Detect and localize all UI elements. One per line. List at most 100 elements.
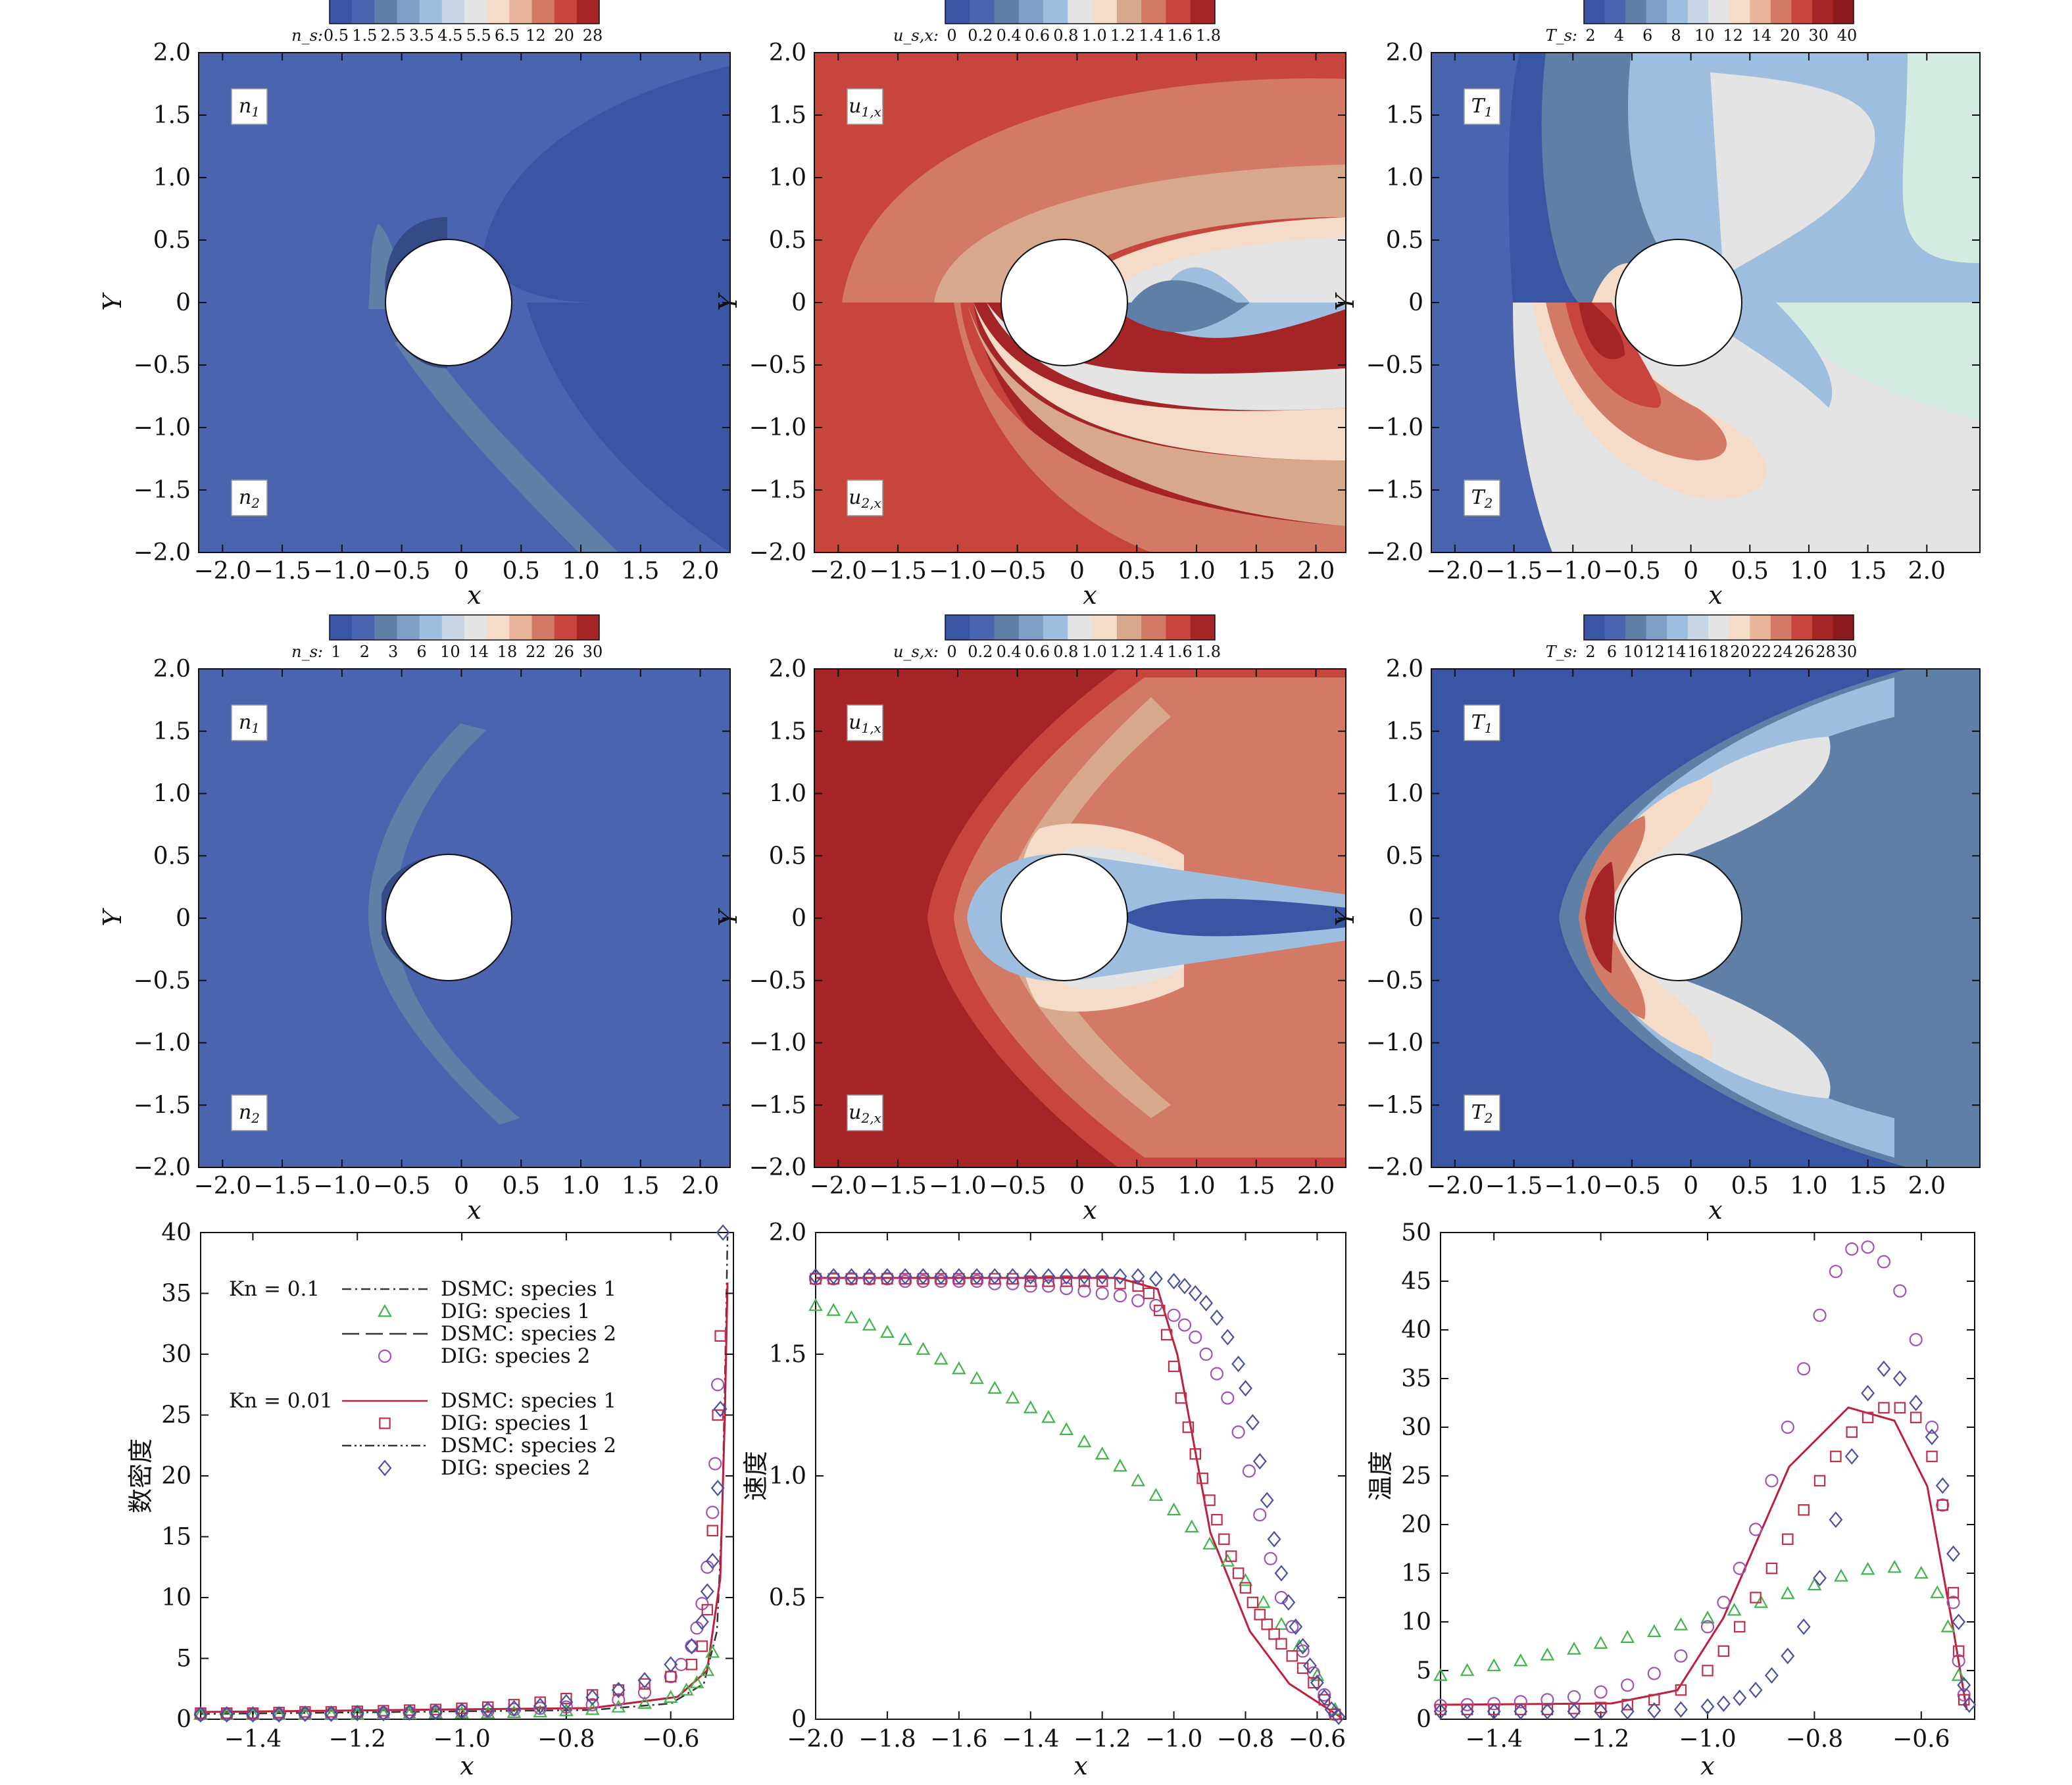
y-tick-label: −1.5: [749, 477, 806, 504]
circle-marker: [1131, 1294, 1145, 1308]
x-tick-label: 0.5: [1118, 558, 1156, 585]
diamond-marker: [533, 1698, 547, 1715]
diamond-marker: [1861, 1384, 1875, 1402]
diamond-marker: [1716, 1695, 1731, 1712]
y-tick-label: −2.0: [1366, 1154, 1423, 1181]
colorbar-tick-label: 2: [360, 643, 370, 661]
y-tick-label: 40: [161, 1219, 191, 1246]
triangle-marker: [951, 1361, 966, 1375]
y-axis-label: 速度: [741, 1451, 770, 1501]
colorbar-swatch: [1833, 0, 1854, 24]
diamond-marker: [1514, 1703, 1528, 1720]
colorbar-swatch: [352, 0, 375, 24]
y-tick-label: 1.0: [1386, 781, 1423, 808]
y-tick-label: 2.0: [769, 39, 806, 66]
colorbar-velocity-kn01: u_s,x: 0 0.2 0.4 0.6 0.8 1.0 1.2 1.4 1.6 1.8: [893, 0, 1221, 45]
legend-label: DSMC: species 1: [441, 1277, 616, 1301]
triangle-marker: [700, 1663, 715, 1676]
circle-marker: [1177, 1318, 1192, 1332]
colorbar-tick-label: 6: [1642, 26, 1652, 45]
colorbar-swatch: [1116, 615, 1142, 640]
colorbar-swatch: [464, 0, 487, 24]
colorbar-swatch: [397, 615, 420, 640]
circle-marker: [1006, 1277, 1020, 1290]
y-tick-label: 0: [176, 1706, 191, 1733]
diamond-marker: [1199, 1294, 1214, 1311]
triangle-marker: [193, 1707, 208, 1720]
colorbar-tick-label: 24: [1773, 643, 1793, 661]
colorbar-tick-label: 14: [1752, 26, 1772, 45]
circle-marker: [1041, 1279, 1056, 1293]
triangle-marker: [916, 1342, 931, 1355]
square-marker: [1189, 1448, 1202, 1460]
x-tick-label: 2.0: [1908, 558, 1946, 585]
y-tick-label: −0.5: [1366, 352, 1423, 379]
triangle-marker: [1780, 1586, 1795, 1600]
square-marker: [1894, 1402, 1906, 1414]
colorbar-tick-label: 1.2: [1110, 643, 1135, 661]
colorbar-swatch: [330, 615, 353, 640]
diamond-marker: [1281, 1594, 1296, 1611]
triangle-marker: [1041, 1409, 1056, 1423]
triangle-marker: [1620, 1630, 1635, 1643]
square-marker: [1143, 1287, 1155, 1300]
colorbar-swatch: [1646, 0, 1667, 24]
circle-marker: [1253, 1508, 1267, 1522]
triangle-marker: [1860, 1561, 1875, 1575]
triangle-marker: [1005, 1390, 1020, 1404]
diamond-marker: [1331, 1708, 1346, 1725]
x-tick-label: 0.5: [503, 558, 540, 585]
square-marker: [1254, 1609, 1266, 1621]
circle-marker: [711, 1378, 725, 1392]
diamond-marker: [1796, 1618, 1811, 1635]
colorbar-swatch: [945, 0, 970, 24]
colorbar-swatch: [330, 0, 353, 24]
colorbar-swatch: [1166, 615, 1191, 640]
diamond-marker: [1260, 1492, 1274, 1509]
colorbar-tick-label: 2.5: [381, 26, 406, 45]
triangle-marker: [826, 1303, 841, 1316]
y-tick-label: 1.0: [1386, 164, 1423, 191]
circle-marker: [1813, 1308, 1827, 1322]
y-tick-label: 30: [1401, 1414, 1431, 1441]
top-species-label: u1,x: [849, 95, 881, 120]
colorbar-swatch: [1791, 615, 1813, 640]
colorbar-tick-label: 10: [1623, 643, 1644, 661]
colorbar-swatch: [1667, 615, 1689, 640]
panel-labels-temperature-kn01: T1 T2: [1464, 88, 1500, 516]
colorbar-swatch: [1068, 0, 1093, 24]
triangle-marker: [559, 1703, 574, 1717]
colorbar-swatch: [1625, 615, 1647, 640]
contour-axes-temperature-kn01: −2.0 −1.5 −1.0 −0.5 0 0.5 1.0 1.5 2.0x2.01.51.00…: [1331, 39, 1980, 610]
diamond-marker: [1765, 1667, 1779, 1684]
colorbar-tick-label: 12: [1723, 26, 1743, 45]
diamond-marker: [1673, 1701, 1688, 1718]
x-tick-label: 0: [454, 1173, 469, 1200]
x-tick-label: −2.0: [194, 1173, 251, 1200]
panel-label-box: [231, 704, 268, 741]
diamond-marker: [987, 1268, 1002, 1285]
x-tick-label: −0.5: [373, 1173, 430, 1200]
series-diamond: [808, 1268, 1346, 1725]
triangle-marker: [1930, 1585, 1945, 1598]
x-tick-label: −1.2: [1073, 1726, 1131, 1753]
colorbar-swatch: [374, 615, 397, 640]
colorbar-swatch: [1646, 615, 1667, 640]
y-tick-label: 1.5: [769, 718, 806, 745]
diamond-marker: [1952, 1613, 1966, 1630]
triangle-marker: [378, 1304, 392, 1317]
x-axis-label: x: [1073, 1751, 1087, 1780]
panel-label-box: [847, 1094, 883, 1131]
diamond-marker: [193, 1706, 208, 1723]
square-marker: [1232, 1567, 1245, 1579]
diamond-marker: [934, 1268, 949, 1285]
circle-marker: [1733, 1561, 1746, 1575]
colorbar-tick-label: 0.8: [1053, 643, 1078, 661]
colorbar-swatch: [1018, 615, 1044, 640]
diamond-marker: [1829, 1511, 1843, 1528]
colorbar-tick-label: 1.0: [1082, 643, 1107, 661]
square-marker: [1878, 1402, 1890, 1414]
colorbar-tick-label: 22: [1752, 643, 1772, 661]
circle-marker: [1781, 1420, 1794, 1434]
colorbar-swatch: [1018, 0, 1044, 24]
